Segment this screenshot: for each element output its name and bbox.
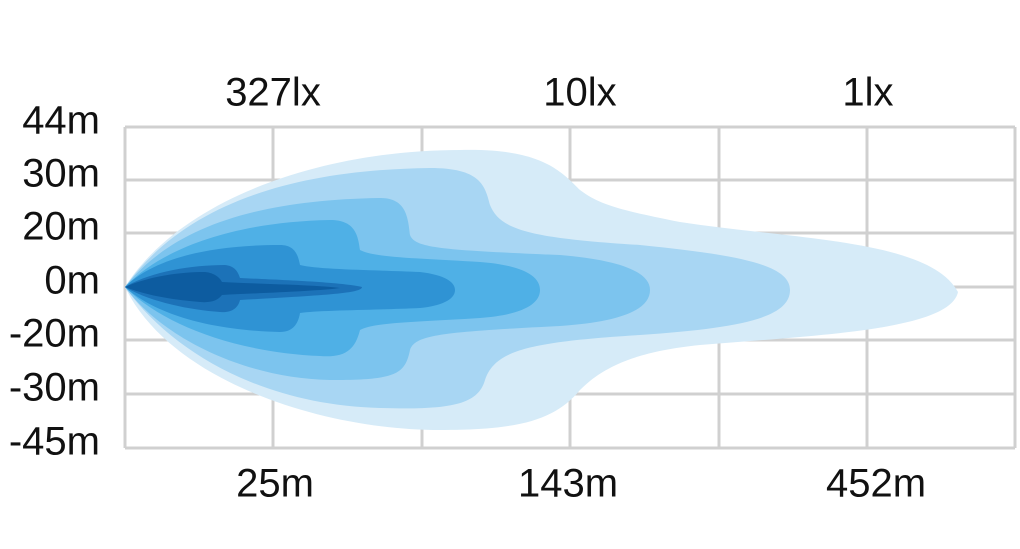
distance-label: 143m	[518, 462, 618, 506]
distance-label: 452m	[826, 462, 926, 506]
y-label: -45m	[9, 420, 100, 464]
distance-label: 25m	[236, 462, 314, 506]
y-label: 20m	[22, 205, 100, 249]
y-label: -20m	[9, 312, 100, 356]
beam-pattern	[125, 149, 958, 430]
y-label: 0m	[44, 259, 100, 303]
y-label: 30m	[22, 152, 100, 196]
lux-label: 327lx	[225, 71, 321, 115]
y-label: -30m	[9, 366, 100, 410]
y-label: 44m	[22, 99, 100, 143]
lux-label: 1lx	[842, 71, 893, 115]
lux-label: 10lx	[543, 71, 616, 115]
